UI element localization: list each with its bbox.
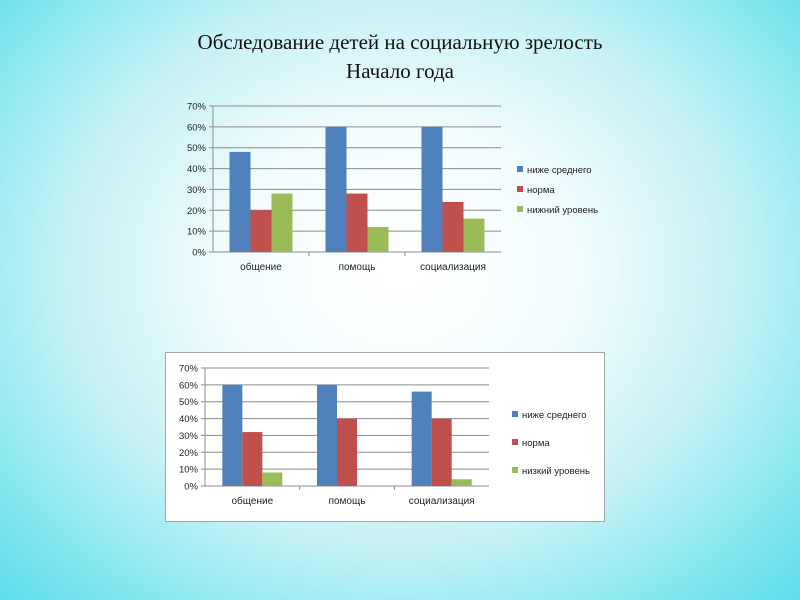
bar — [346, 193, 368, 252]
title-line-2: Начало года — [346, 59, 454, 83]
y-tick-label: 0% — [192, 248, 206, 259]
y-tick-label: 70% — [187, 102, 207, 113]
bar — [262, 472, 283, 486]
category-label: социализация — [409, 496, 475, 507]
y-tick-label: 20% — [179, 448, 199, 459]
title-line-1: Обследование детей на социальную зрелост… — [197, 30, 603, 54]
bar — [463, 218, 485, 252]
chart-second: 0% 10% 20% 30% 40% 50% 60% 70% общение помощь соци… — [165, 352, 605, 522]
bar — [222, 384, 243, 486]
y-tick-label: 60% — [187, 122, 207, 133]
bar — [271, 193, 293, 252]
legend-swatch — [517, 186, 523, 192]
category-label: помощь — [329, 496, 366, 507]
y-tick-label: 60% — [179, 380, 199, 391]
page-title: Обследование детей на социальную зрелост… — [0, 28, 800, 86]
bar — [451, 479, 472, 486]
bar — [442, 201, 464, 252]
legend-label: нижний уровень — [527, 205, 598, 216]
bar — [431, 418, 452, 486]
y-tick-label: 10% — [179, 465, 199, 476]
bar — [242, 432, 263, 486]
y-tick-label: 40% — [179, 414, 199, 425]
legend-label: низкий уровень — [522, 466, 590, 477]
bar — [317, 384, 337, 486]
y-tick-label: 30% — [187, 185, 207, 196]
legend-label: норма — [527, 185, 555, 196]
y-tick-label: 50% — [187, 143, 207, 154]
legend-swatch — [517, 166, 523, 172]
bar — [250, 210, 272, 252]
bar — [229, 151, 251, 252]
y-tick-label: 20% — [187, 206, 207, 217]
legend-swatch — [512, 439, 518, 445]
legend-label: ниже среднего — [527, 165, 592, 176]
bar — [325, 126, 347, 252]
bar-chart-2: 0% 10% 20% 30% 40% 50% 60% 70% общение помощь соци… — [179, 364, 590, 508]
chart-start-of-year: 0% 10% 20% 30% 40% 50% 60% 70% общение помощь соци… — [165, 95, 620, 290]
legend-label: норма — [522, 438, 550, 449]
legend-label: ниже среднего — [522, 410, 587, 421]
bar — [411, 391, 432, 486]
category-label: помощь — [339, 262, 376, 273]
bar — [421, 126, 443, 252]
category-label: общение — [240, 261, 282, 273]
legend-swatch — [512, 467, 518, 473]
category-label: общение — [232, 495, 274, 507]
y-tick-label: 70% — [179, 364, 199, 375]
legend-swatch — [517, 206, 523, 212]
y-tick-label: 10% — [187, 227, 207, 238]
category-label: социализация — [420, 262, 486, 273]
y-tick-label: 30% — [179, 431, 199, 442]
bar — [367, 226, 389, 252]
bar-chart-1: 0% 10% 20% 30% 40% 50% 60% 70% общение помощь соци… — [187, 102, 598, 274]
y-tick-label: 40% — [187, 164, 207, 175]
y-tick-label: 50% — [179, 397, 199, 408]
legend-swatch — [512, 411, 518, 417]
y-tick-label: 0% — [184, 482, 198, 493]
bar — [337, 418, 357, 486]
